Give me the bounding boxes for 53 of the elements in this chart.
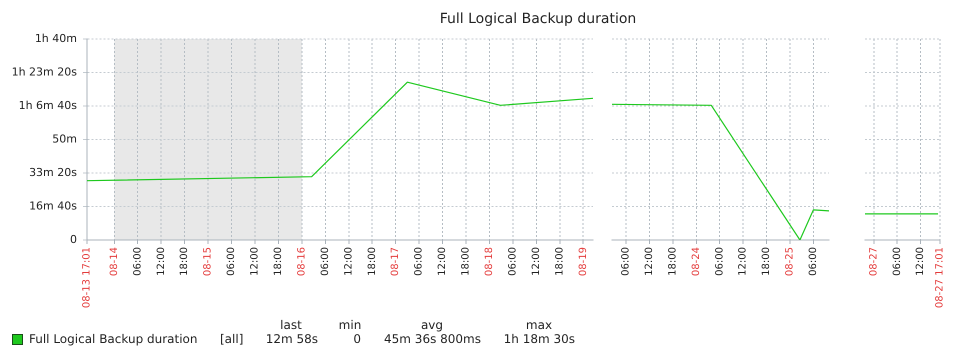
x-tick-label: 06:00 (132, 247, 144, 276)
y-tick-label: 1h 6m 40s (18, 98, 78, 112)
y-tick-label: 1h 23m 20s (12, 65, 78, 78)
x-tick-label: 12:00 (343, 247, 354, 276)
x-tick-label: 06:00 (507, 247, 518, 276)
text: 45m 36s 800ms (384, 332, 481, 346)
x-tick-label: 08-14 (108, 247, 120, 276)
x-tick-label: 12:00 (250, 247, 261, 276)
x-tick-label: 18:00 (554, 247, 566, 276)
x-tick-label: 18:00 (179, 247, 190, 276)
y-tick-label: 50m (52, 132, 77, 146)
x-tick-label: 06:00 (808, 247, 819, 276)
legend-label: Full Logical Backup duration (29, 332, 198, 346)
x-tick-label: 08-25 (784, 247, 796, 276)
x-tick-label: 08-19 (578, 247, 589, 276)
x-tick-label: 06:00 (414, 247, 425, 276)
chart-title: Full Logical Backup duration (438, 11, 638, 27)
x-tick-label: 06:00 (620, 247, 632, 276)
x-tick-label: 08-18 (484, 247, 496, 276)
x-tick-label: 12:00 (915, 247, 926, 276)
x-tick-label: 08-15 (202, 247, 214, 276)
x-tick-label: 12:00 (738, 247, 749, 276)
text: max (524, 318, 554, 332)
x-tick-label: 18:00 (761, 247, 772, 276)
text: 12m 58s (266, 332, 318, 346)
x-tick-label: 06:00 (320, 247, 331, 276)
x-tick-label: 08-27 (868, 247, 880, 276)
x-tick-label: 08-17 (390, 247, 402, 276)
x-tick-label: 06:00 (226, 247, 238, 276)
x-tick-label: 18:00 (366, 247, 378, 276)
y-tick-label: 0 (70, 232, 77, 246)
text: avg (420, 318, 444, 332)
text: 1h 18m 30s (504, 332, 575, 346)
x-tick-label: 12:00 (644, 247, 656, 276)
y-tick-label: 1h 40m (34, 32, 77, 45)
text: 0 (353, 332, 361, 346)
y-tick-label: 16m 40s (29, 199, 78, 212)
x-tick-label: 12:00 (156, 247, 167, 276)
x-tick-label: 12:00 (530, 247, 542, 276)
y-tick-label: 33m 20s (29, 166, 78, 179)
x-tick-label: 08-24 (690, 247, 702, 276)
x-tick-label: 06:00 (892, 247, 903, 276)
text: [all] (220, 332, 244, 346)
x-tick-label: 18:00 (667, 247, 678, 276)
x-tick-label: 18:00 (460, 247, 472, 276)
text: last (280, 318, 302, 332)
text: min (338, 318, 362, 332)
x-tick-label: 08-13 17:01 (82, 247, 93, 308)
x-tick-label: 18:00 (273, 247, 284, 276)
x-tick-label: 08-16 (296, 247, 308, 276)
x-tick-label: 08-27 17:01 (934, 247, 946, 308)
x-tick-label: 06:00 (714, 247, 726, 276)
x-tick-label: 12:00 (437, 247, 448, 276)
